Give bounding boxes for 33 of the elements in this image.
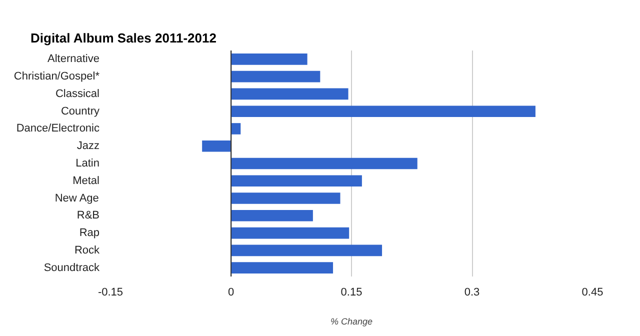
bar <box>231 210 313 222</box>
bar <box>202 140 231 152</box>
chart-title: Digital Album Sales 2011-2012 <box>30 30 216 46</box>
x-tick-label: 0.3 <box>464 286 480 298</box>
bar <box>231 106 536 117</box>
y-tick-label: Jazz <box>76 140 100 152</box>
bar <box>231 262 334 274</box>
y-tick-label: Metal <box>72 174 100 187</box>
y-tick-label: Alternative <box>48 53 100 66</box>
bar <box>231 123 241 134</box>
y-tick-label: Classical <box>55 88 100 100</box>
bar <box>231 70 320 82</box>
x-tick-label: 0 <box>228 286 234 298</box>
bar <box>231 54 308 65</box>
y-tick-label: Soundtrack <box>44 262 100 274</box>
y-tick-label: Latin <box>76 158 100 170</box>
bar <box>231 88 348 100</box>
bar <box>231 175 362 187</box>
bar <box>231 244 382 256</box>
x-axis-title: % Change <box>330 316 373 326</box>
y-tick-label: Rock <box>74 244 100 256</box>
y-tick-label: Country <box>60 105 100 118</box>
bar <box>231 227 350 239</box>
y-tick-label: Rap <box>79 227 100 240</box>
x-tick-label: 0.45 <box>582 286 604 298</box>
bar <box>231 158 418 170</box>
bar <box>231 192 340 204</box>
y-tick-label: R&B <box>76 210 100 222</box>
x-tick-label: -0.15 <box>98 286 124 298</box>
y-tick-label: Dance/Electronic <box>16 122 100 135</box>
x-tick-label: 0.15 <box>340 286 362 298</box>
y-tick-label: Christian/Gospel* <box>14 70 100 83</box>
y-tick-label: New Age <box>54 192 99 204</box>
